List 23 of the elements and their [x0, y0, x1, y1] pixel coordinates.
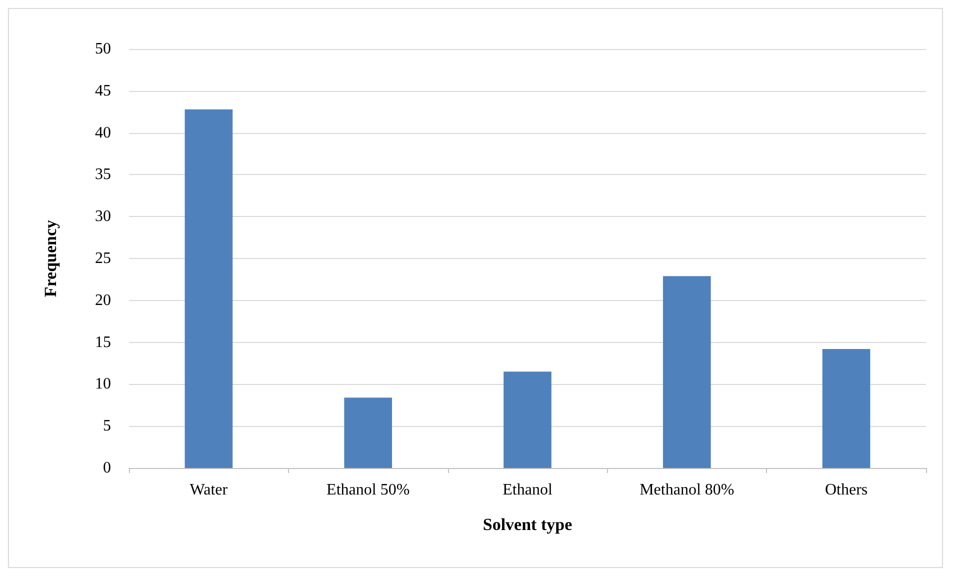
bar	[504, 372, 552, 468]
y-tick-label: 30	[95, 208, 111, 226]
y-tick-label: 10	[95, 376, 111, 393]
y-tick-label: 25	[95, 250, 111, 267]
bar	[184, 109, 233, 468]
y-tick-label: 35	[95, 166, 111, 184]
x-tick-label: Ethanol	[502, 482, 553, 498]
y-tick-label: 15	[95, 334, 111, 351]
y-tick-label: 45	[95, 82, 111, 100]
y-axis-title: Frequency	[41, 219, 60, 298]
y-tick-label: 40	[95, 124, 111, 142]
x-tick-label: Methanol 80%	[640, 482, 734, 498]
y-tick-label: 50	[95, 40, 111, 58]
x-tick-label: Ethanol 50%	[326, 482, 410, 498]
x-axis-title: Solvent type	[482, 515, 573, 534]
bar	[344, 398, 392, 468]
bar	[662, 276, 711, 468]
x-tick-label: Water	[190, 482, 228, 498]
x-tick-label: Others	[824, 482, 868, 498]
bar	[822, 349, 870, 468]
y-tick-label: 0	[103, 460, 111, 476]
y-tick-label: 5	[103, 418, 111, 435]
y-tick-label: 20	[95, 292, 111, 309]
